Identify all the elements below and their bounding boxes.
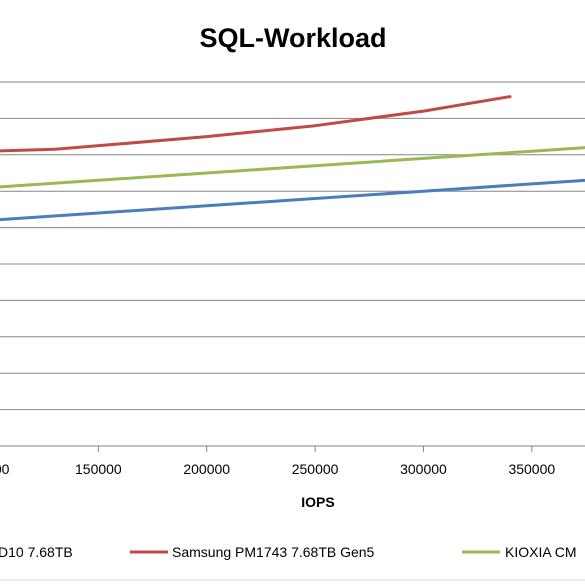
series-lines <box>0 95 585 222</box>
x-tick-label: 200000 <box>183 461 230 477</box>
x-tick-label: 250000 <box>292 461 339 477</box>
gridlines <box>0 81 585 447</box>
legend-label: D10 7.68TB <box>0 544 73 560</box>
x-axis-title: IOPS <box>301 494 334 510</box>
legend: D10 7.68TB Samsung PM1743 7.68TB Gen5 KIOX… <box>0 544 577 560</box>
x-tick-labels: 00000 150000 200000 250000 300000 350000 <box>0 446 555 477</box>
x-tick-label: 350000 <box>508 461 555 477</box>
legend-label: KIOXIA CM <box>505 544 577 560</box>
x-tick-label: 150000 <box>75 461 122 477</box>
chart-title: SQL-Workload <box>199 23 386 53</box>
series-line-d10-7-68tb <box>0 178 585 222</box>
x-tick-label: 00000 <box>0 461 10 477</box>
series-line-samsung-pm1743-7-68tb-gen5 <box>0 95 512 153</box>
series-line-kioxia-cm <box>0 146 585 189</box>
legend-label: Samsung PM1743 7.68TB Gen5 <box>172 544 375 560</box>
x-tick-label: 300000 <box>400 461 447 477</box>
